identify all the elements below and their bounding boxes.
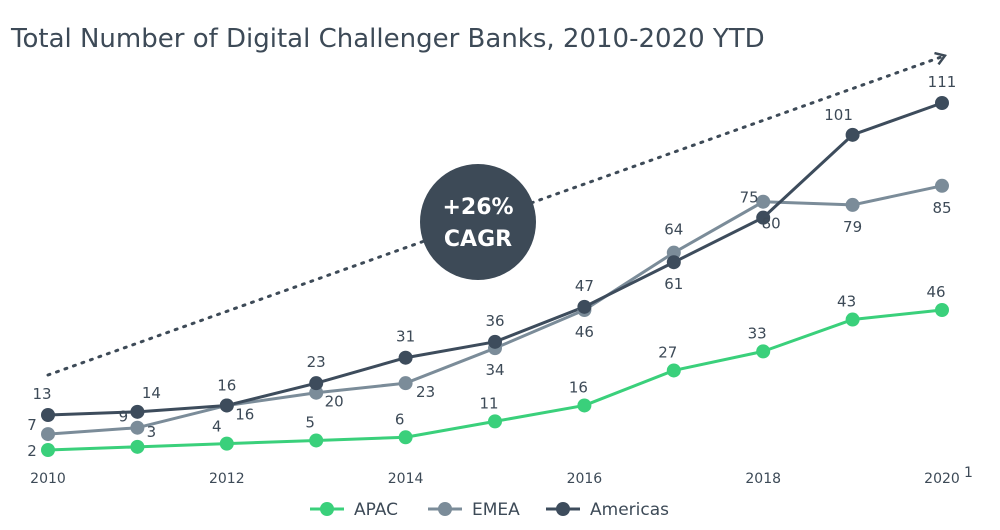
data-label-apac: 33 [748, 324, 767, 342]
data-point-apac [130, 439, 145, 454]
data-point-americas [756, 210, 771, 225]
data-label-emea: 16 [235, 405, 254, 423]
data-point-emea [935, 178, 949, 193]
data-point-apac [219, 436, 234, 451]
legend-marker-emea [438, 502, 452, 516]
data-point-americas [666, 255, 681, 270]
data-label-americas: 47 [575, 277, 594, 295]
data-point-emea [398, 376, 413, 391]
data-point-emea [756, 194, 771, 209]
chart-title: Total Number of Digital Challenger Banks… [11, 24, 765, 54]
data-point-apac [756, 344, 771, 359]
data-label-apac: 11 [479, 394, 498, 412]
data-label-emea: 34 [485, 361, 504, 379]
data-point-americas [488, 334, 502, 349]
data-label-apac: 6 [395, 410, 405, 428]
cagr-badge [420, 164, 536, 280]
data-label-americas: 36 [485, 312, 504, 330]
data-label-americas: 16 [217, 376, 236, 394]
data-point-emea [41, 427, 55, 442]
data-point-apac [488, 414, 502, 429]
data-point-emea [845, 197, 860, 212]
data-label-apac: 16 [569, 378, 588, 396]
data-point-apac [845, 312, 860, 327]
data-point-americas [130, 404, 145, 419]
data-label-emea: 80 [762, 215, 781, 233]
data-label-apac: 3 [147, 423, 157, 441]
data-point-apac [398, 430, 413, 445]
data-point-apac [41, 443, 55, 457]
x-tick-label: 2016 [567, 471, 603, 487]
data-label-emea: 7 [27, 416, 37, 434]
data-label-apac: 46 [926, 283, 945, 301]
data-point-americas [845, 127, 860, 142]
x-tick-label: 2012 [209, 471, 245, 487]
legend-label-apac: APAC [354, 500, 398, 520]
data-label-americas: 31 [396, 328, 415, 346]
x-tick-label: 2018 [745, 471, 781, 487]
x-tick-label: 2010 [30, 471, 66, 487]
data-label-americas: 101 [824, 106, 853, 124]
data-point-americas [309, 376, 324, 391]
data-label-emea: 23 [416, 383, 435, 401]
data-label-americas: 111 [928, 73, 957, 91]
data-label-emea: 85 [932, 199, 951, 217]
data-point-americas [219, 398, 234, 413]
data-point-americas [41, 408, 55, 422]
x-tick-label: 2020 [924, 471, 960, 487]
data-label-emea: 79 [843, 218, 862, 236]
cagr-badge-value: +26% [442, 195, 513, 220]
data-label-emea: 9 [119, 408, 129, 426]
data-point-americas [577, 299, 592, 314]
data-label-apac: 4 [212, 418, 222, 436]
data-label-apac: 2 [27, 442, 37, 460]
data-label-americas: 23 [307, 353, 326, 371]
data-label-apac: 43 [837, 293, 856, 311]
data-point-apac [577, 398, 592, 413]
x-tick-footnote: 1 [964, 465, 973, 481]
data-label-apac: 5 [305, 413, 315, 431]
data-label-americas: 75 [740, 189, 759, 207]
x-tick-label: 2014 [388, 471, 424, 487]
cagr-badge-label: CAGR [444, 227, 512, 252]
data-label-americas: 13 [32, 385, 51, 403]
data-label-emea: 64 [664, 221, 683, 239]
data-point-americas [935, 96, 949, 110]
legend-marker-apac [320, 502, 334, 516]
data-point-apac [309, 433, 324, 448]
data-point-apac [666, 363, 681, 378]
data-label-apac: 27 [658, 343, 677, 361]
legend-label-emea: EMEA [472, 500, 520, 520]
data-label-americas: 14 [142, 384, 161, 402]
data-point-apac [935, 303, 949, 317]
data-label-emea: 46 [575, 323, 594, 341]
legend-marker-americas [556, 502, 570, 516]
data-label-emea: 20 [325, 393, 344, 411]
series-line-apac [47, 308, 943, 452]
data-point-emea [130, 420, 145, 435]
legend-label-americas: Americas [590, 500, 669, 520]
data-label-americas: 61 [664, 275, 683, 293]
data-point-americas [398, 350, 413, 365]
